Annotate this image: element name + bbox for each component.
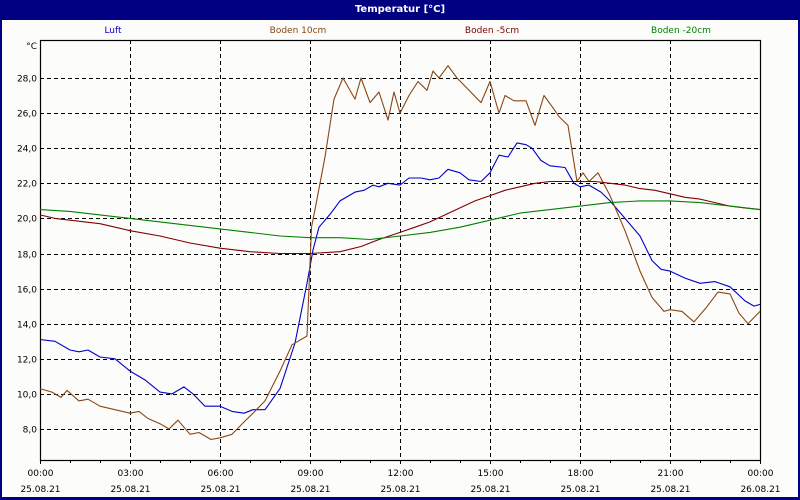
x-tick-time: 12:00: [388, 469, 414, 479]
x-tick-time: 18:00: [568, 469, 594, 479]
legend-item-boden-5cm: Boden -5cm: [464, 26, 520, 36]
y-tick-label: 18,0: [17, 251, 37, 261]
x-tick-date: 25.08.21: [290, 485, 330, 495]
x-tick-date: 26.08.21: [740, 485, 780, 495]
x-tick-date: 25.08.21: [470, 485, 510, 495]
x-tick-time: 00:00: [28, 469, 54, 479]
y-tick-label: 28,0: [17, 75, 37, 85]
legend-item-boden-10cm: Boden 10cm: [269, 26, 327, 36]
y-tick-label: 22,0: [17, 180, 37, 190]
legend-item-boden-20cm: Boden -20cm: [651, 26, 711, 36]
plot-area: 28,0 26,0 24,0 22,0 20,0 18,0 16,0 14,0 12,0 10,0…: [17, 39, 781, 495]
y-tick-label: 12,0: [17, 356, 37, 366]
x-tick-date: 25.08.21: [110, 485, 150, 495]
y-tick-label: 24,0: [17, 145, 37, 155]
x-tick-date: 25.08.21: [560, 485, 600, 495]
series-line-boden-20cm: [39, 200, 761, 241]
x-tick-time: 15:00: [478, 469, 504, 479]
plot-frame: [39, 39, 762, 462]
series-line-luft: [39, 142, 761, 414]
y-axis-unit: °C: [26, 42, 37, 52]
y-tick-label: 26,0: [17, 110, 37, 120]
window-title: Temperatur [°C]: [354, 4, 446, 15]
x-tick-time: 06:00: [208, 469, 234, 479]
x-tick-time: 03:00: [118, 469, 144, 479]
y-tick-label: 16,0: [17, 286, 37, 296]
x-tick-date: 25.08.21: [650, 485, 690, 495]
y-tick-label: 14,0: [17, 321, 37, 331]
x-tick-date: 25.08.21: [200, 485, 240, 495]
x-tick-time: 09:00: [298, 469, 324, 479]
x-tick-time: 00:00: [748, 469, 774, 479]
x-tick-date: 25.08.21: [20, 485, 60, 495]
y-tick-label: 8,0: [23, 426, 38, 436]
y-tick-label: 10,0: [17, 391, 37, 401]
x-tick-date: 25.08.21: [380, 485, 420, 495]
legend-item-luft: Luft: [104, 26, 122, 36]
y-tick-label: 20,0: [17, 215, 37, 225]
x-tick-time: 21:00: [658, 469, 684, 479]
chart-panel: Luft Boden 10cm Boden -5cm Boden -20cm 28,0…: [2, 20, 798, 497]
series-line-boden-10cm: [39, 65, 761, 441]
series-line-boden-5cm: [39, 180, 761, 255]
